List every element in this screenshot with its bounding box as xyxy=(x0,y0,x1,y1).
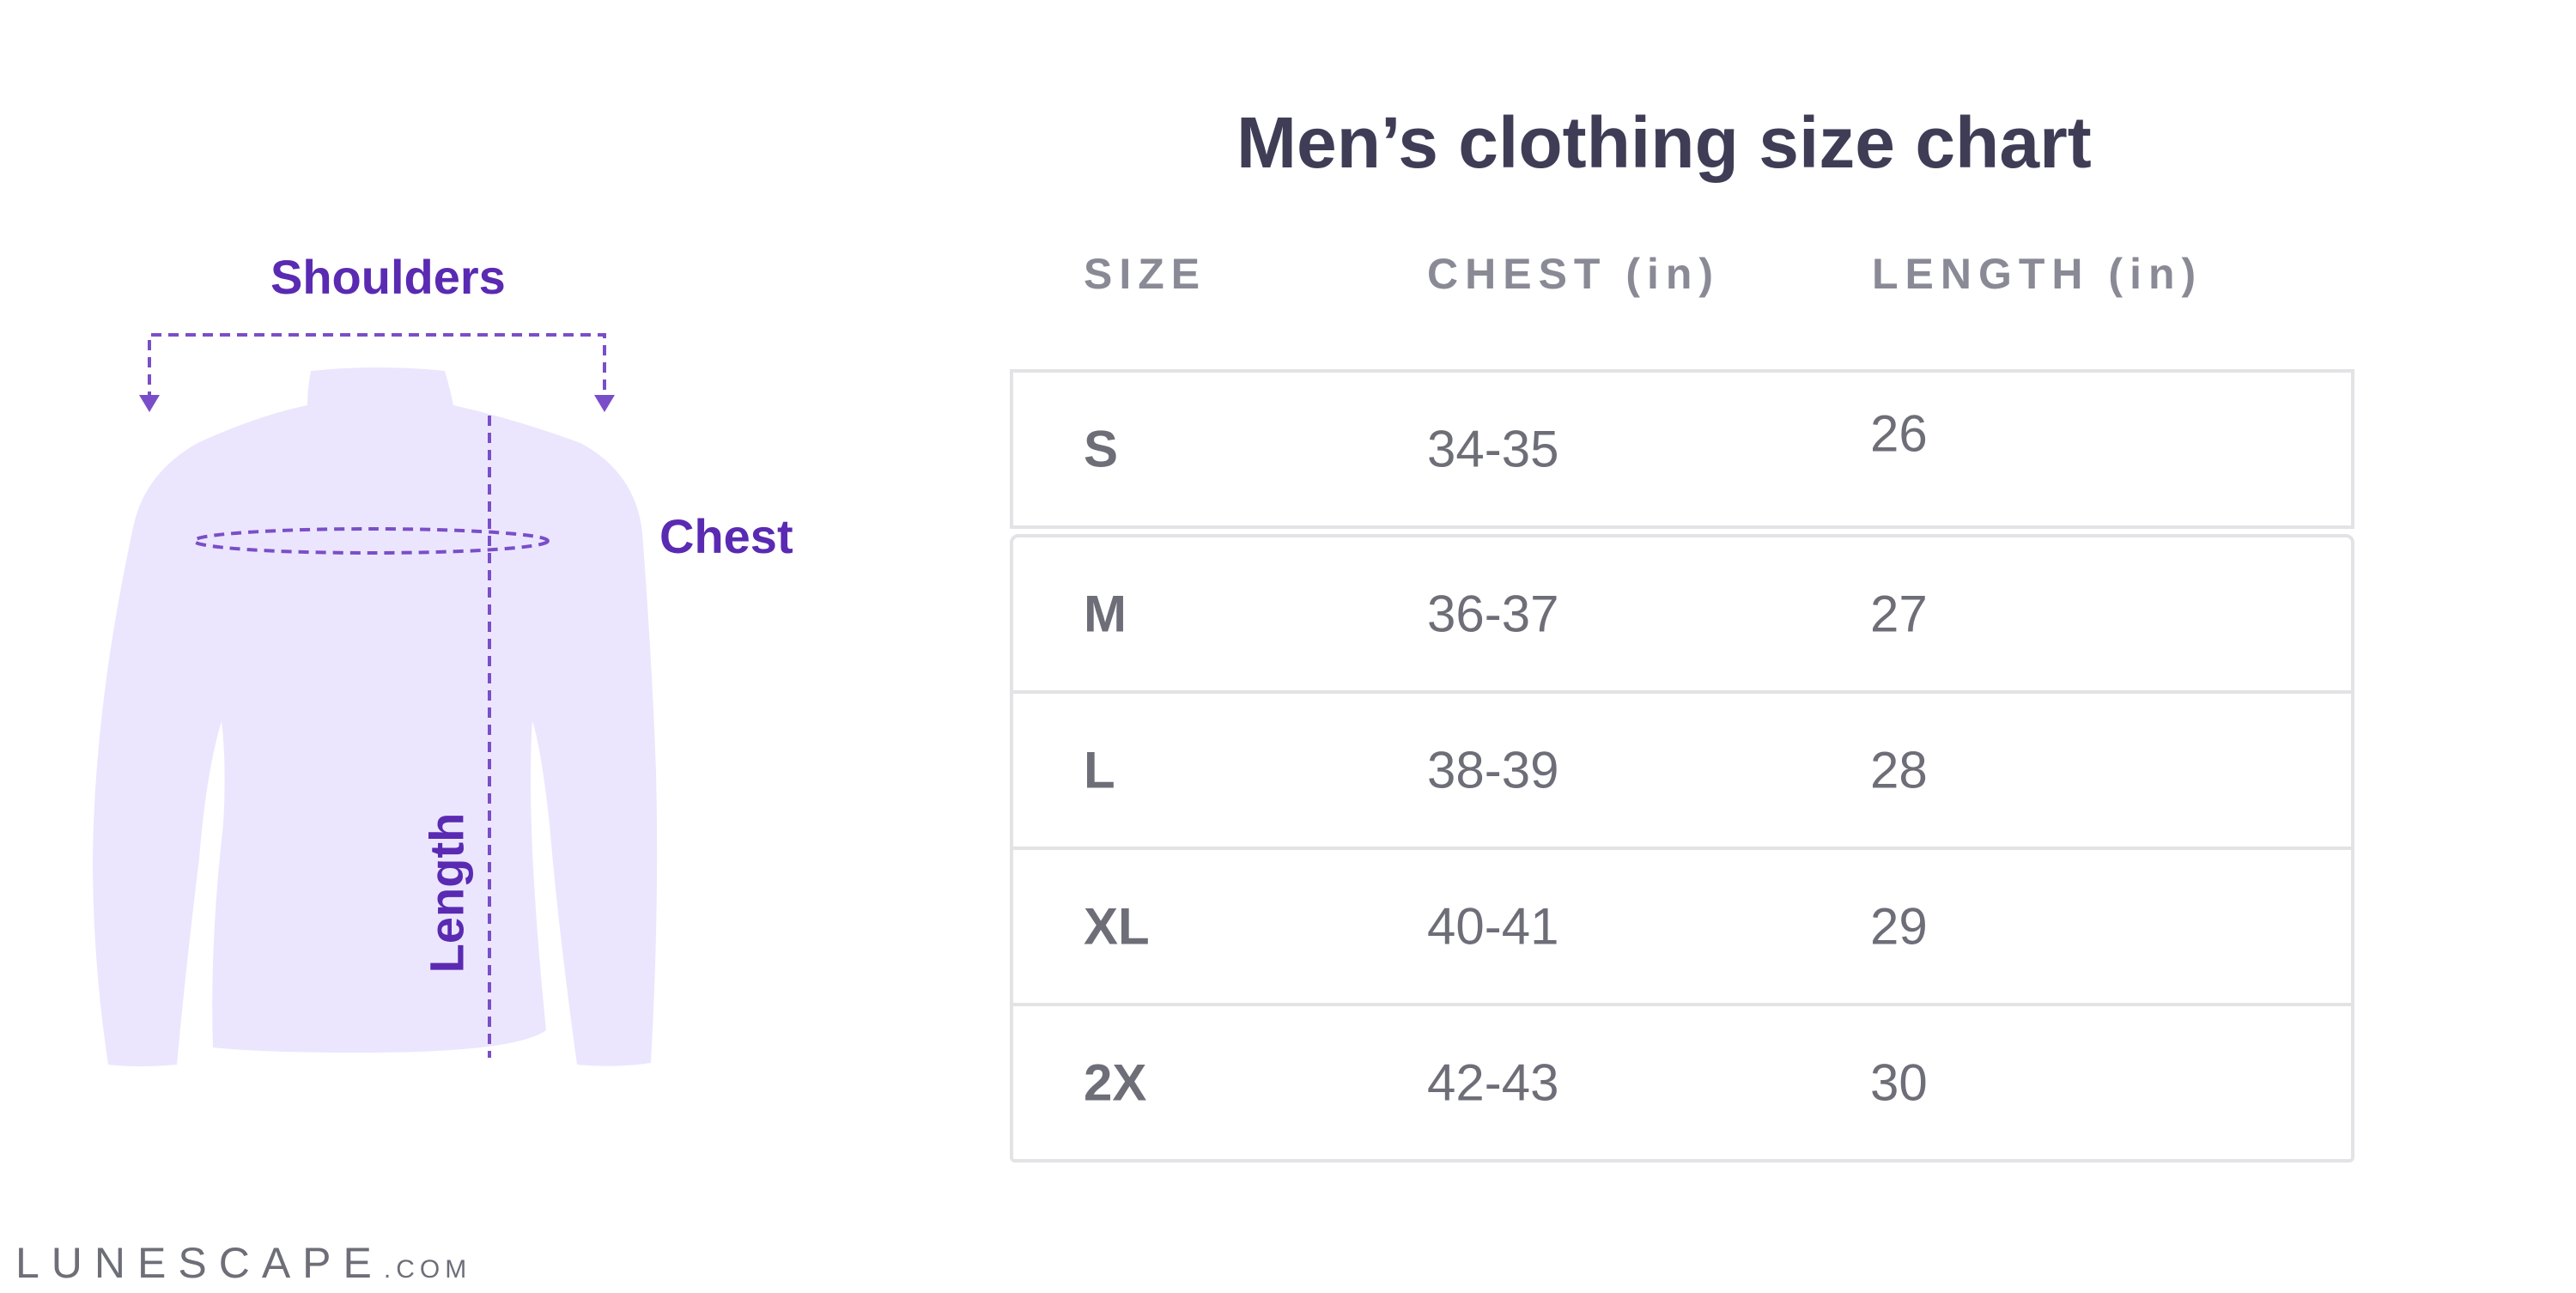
length-cell: 30 xyxy=(1870,1053,1928,1112)
chest-cell: 38-39 xyxy=(1427,741,1559,799)
size-cell: 2X xyxy=(1084,1053,1147,1112)
length-cell: 29 xyxy=(1870,897,1928,956)
chest-cell: 34-35 xyxy=(1427,420,1559,478)
chest-cell: 40-41 xyxy=(1427,897,1559,956)
length-cell: 28 xyxy=(1870,741,1928,799)
chest-cell: 36-37 xyxy=(1427,585,1559,643)
chest-label: Chest xyxy=(659,509,793,563)
shoulders-left-arrow-icon xyxy=(139,395,160,412)
table-row: XL 40-41 29 xyxy=(1010,847,2354,1006)
table-row: 2X 42-43 30 xyxy=(1010,1003,2354,1162)
table-row: S 34-35 26 xyxy=(1010,369,2354,529)
shirt-measurement-diagram: Shoulders Chest Length xyxy=(0,0,945,1202)
length-cell: 27 xyxy=(1870,585,1928,643)
table-row: L 38-39 28 xyxy=(1010,690,2354,850)
table-row: M 36-37 27 xyxy=(1010,534,2354,694)
column-header-chest: CHEST (in) xyxy=(1427,250,1721,298)
size-cell: S xyxy=(1084,420,1119,478)
column-header-size: SIZE xyxy=(1084,250,1207,298)
brand-logo: LUNESCAPE.COM xyxy=(15,1238,471,1288)
chest-cell: 42-43 xyxy=(1427,1053,1559,1112)
size-table: S 34-35 26 M 36-37 27 L 38-39 28 XL 40-4… xyxy=(1010,369,2354,1162)
column-header-length: LENGTH (in) xyxy=(1872,250,2203,298)
shirt-silhouette xyxy=(93,367,658,1066)
shoulders-measure-line xyxy=(148,333,606,402)
size-cell: M xyxy=(1084,585,1127,643)
brand-name: LUNESCAPE xyxy=(15,1239,384,1287)
shoulders-right-arrow-icon xyxy=(594,395,615,412)
size-cell: L xyxy=(1084,741,1115,799)
shirt-diagram-graphic xyxy=(93,333,658,1066)
length-label: Length xyxy=(419,812,474,974)
brand-suffix: .COM xyxy=(383,1255,472,1284)
shoulders-label: Shoulders xyxy=(270,250,506,304)
chart-title: Men’s clothing size chart xyxy=(1236,102,2092,183)
size-cell: XL xyxy=(1084,897,1150,956)
chest-measure-ellipse xyxy=(192,527,550,555)
length-cell: 26 xyxy=(1870,404,1928,463)
